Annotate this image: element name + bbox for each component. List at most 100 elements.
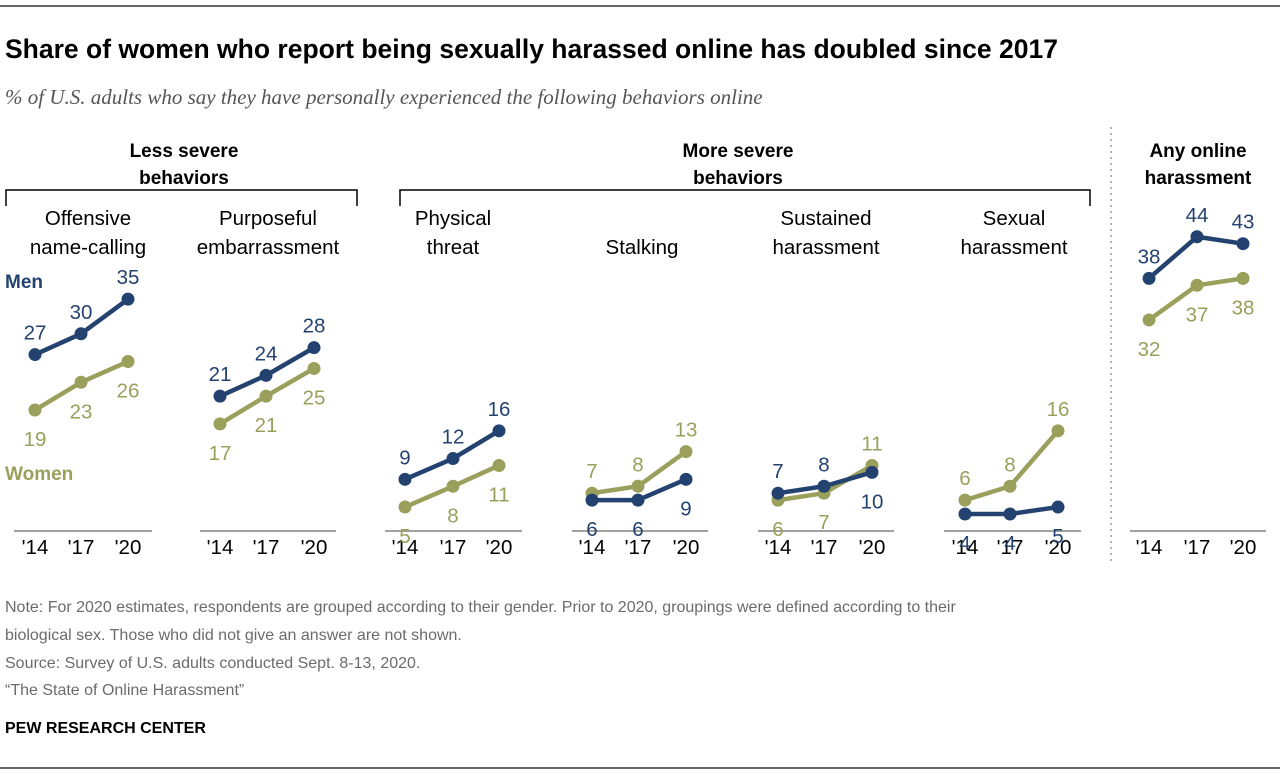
data-point-women	[1236, 271, 1250, 285]
x-tick-label: '17	[625, 536, 652, 559]
data-point-women	[1051, 424, 1065, 438]
report-title-line: “The State of Online Harassment”	[5, 682, 244, 699]
panels: Offensive name-calling '14 '17 '20 27 30 35 19 23…	[14, 204, 1266, 559]
x-tick-label: '20	[1230, 536, 1257, 559]
data-label-women: 6	[772, 518, 783, 541]
x-tick-label: '14	[579, 536, 606, 559]
data-point-men	[1051, 500, 1065, 514]
panel-title-3-line2: threat	[427, 236, 480, 259]
x-tick-label: '20	[115, 536, 142, 559]
data-point-women	[307, 361, 321, 375]
x-tick-label: '20	[859, 536, 886, 559]
panel-title-6-line2: harassment	[960, 236, 1067, 259]
data-label-women: 25	[303, 386, 326, 409]
data-label-men: 7	[772, 460, 783, 483]
data-label-men: 28	[303, 315, 326, 338]
panel-title-4-line2: Stalking	[606, 236, 679, 259]
x-tick-label: '17	[253, 536, 280, 559]
data-label-women: 17	[209, 442, 232, 465]
data-point-men	[1190, 230, 1204, 244]
panel-1: Offensive name-calling '14 '17 '20 27 30 35 19 23…	[14, 207, 152, 559]
data-point-men	[28, 348, 42, 362]
data-point-men	[446, 452, 460, 466]
data-point-men	[74, 327, 88, 341]
data-label-women: 19	[24, 428, 47, 451]
data-label-women: 8	[1004, 453, 1015, 476]
data-point-men	[1003, 507, 1017, 521]
data-label-women: 7	[586, 460, 597, 483]
data-label-men: 27	[24, 322, 47, 345]
group-label-more-severe-line2: behaviors	[693, 168, 783, 189]
data-label-women: 21	[255, 414, 278, 437]
group-label-less-severe-line1: Less severe	[130, 141, 239, 162]
x-tick-label: '14	[392, 536, 419, 559]
x-tick-label: '14	[1136, 536, 1163, 559]
x-tick-label: '17	[68, 536, 95, 559]
data-label-women: 38	[1232, 296, 1255, 319]
data-label-men: 21	[209, 363, 232, 386]
data-label-men: 9	[680, 497, 691, 520]
data-point-women	[121, 355, 135, 369]
data-point-men	[259, 368, 273, 382]
chart-title: Share of women who report being sexually…	[5, 34, 1058, 64]
chart-subtitle: % of U.S. adults who say they have perso…	[5, 85, 763, 109]
data-label-men: 9	[399, 446, 410, 469]
data-label-men: 4	[1004, 532, 1015, 555]
panel-title-2-line2: embarrassment	[197, 236, 340, 259]
data-point-women	[446, 479, 460, 493]
data-label-men: 16	[488, 398, 511, 421]
data-label-men: 10	[861, 490, 884, 513]
x-tick-label: '17	[997, 536, 1024, 559]
panel-2: Purposeful embarrassment '14 '17 '20 21 24 28 17…	[197, 207, 340, 559]
data-label-men: 8	[818, 453, 829, 476]
panel-title-6-line1: Sexual	[983, 207, 1046, 230]
x-tick-label: '20	[486, 536, 513, 559]
data-label-women: 16	[1047, 398, 1070, 421]
x-tick-label: '17	[1184, 536, 1211, 559]
x-tick-label: '14	[765, 536, 792, 559]
x-tick-label: '14	[22, 536, 49, 559]
data-label-men: 44	[1186, 204, 1209, 227]
data-point-men	[492, 424, 506, 438]
legend-women: Women	[5, 464, 73, 485]
note-line-2: biological sex. Those who did not give a…	[5, 627, 462, 644]
data-label-men: 6	[586, 518, 597, 541]
bracket-less-severe	[5, 189, 358, 206]
data-label-men: 12	[442, 426, 465, 449]
group-label-more-severe-line1: More severe	[683, 141, 794, 162]
bracket-more-severe	[399, 189, 1091, 206]
data-point-women	[259, 389, 273, 403]
x-tick-label: '20	[1045, 536, 1072, 559]
data-point-women	[74, 375, 88, 389]
data-label-men: 38	[1138, 245, 1161, 268]
data-point-women	[1142, 313, 1156, 327]
data-point-men	[865, 465, 879, 479]
data-label-women: 13	[675, 419, 698, 442]
data-point-women	[1190, 278, 1204, 292]
panel-title-1-line1: Offensive	[45, 207, 131, 230]
data-label-men: 4	[959, 532, 970, 555]
data-point-women	[679, 445, 693, 459]
data-label-women: 8	[447, 504, 458, 527]
panel-4: Stalking '14 '17 '20 6 6 9 7 8 13	[572, 236, 708, 559]
data-label-women: 11	[861, 432, 882, 455]
data-label-women: 37	[1186, 303, 1209, 326]
data-point-men	[1236, 237, 1250, 251]
data-label-men: 5	[1052, 525, 1063, 548]
group-label-any-line2: harassment	[1145, 168, 1252, 189]
x-tick-label: '17	[811, 536, 838, 559]
data-point-men	[1142, 271, 1156, 285]
data-label-women: 8	[632, 453, 643, 476]
data-point-men	[817, 479, 831, 493]
data-label-women: 11	[488, 483, 509, 506]
data-point-women	[631, 479, 645, 493]
data-point-men	[631, 493, 645, 507]
x-tick-label: '20	[673, 536, 700, 559]
data-point-men	[121, 292, 135, 306]
data-point-women	[28, 403, 42, 417]
x-tick-label: '20	[301, 536, 328, 559]
data-label-women: 5	[399, 525, 410, 548]
panel-5: Sustained harassment '14 '17 '20 7 8 10 6 7 11	[758, 207, 894, 559]
data-point-women	[1003, 479, 1017, 493]
data-label-women: 6	[959, 467, 970, 490]
